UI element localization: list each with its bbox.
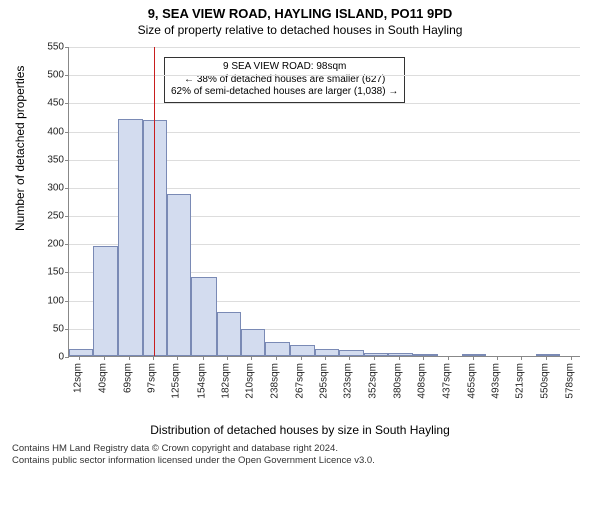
y-tick-label: 450 [10,98,64,109]
x-tick-label: 578sqm [564,363,575,399]
y-tick-label: 550 [10,42,64,53]
annotation-line: 62% of semi-detached houses are larger (… [171,86,398,99]
y-tick-label: 500 [10,70,64,81]
y-tick-label: 200 [10,239,64,250]
histogram-bar [265,342,290,356]
x-tick-label: 493sqm [490,363,501,399]
y-tick-label: 400 [10,126,64,137]
histogram-bar [167,194,191,356]
y-tick-label: 350 [10,154,64,165]
histogram-bar [69,349,93,356]
x-tick-label: 380sqm [392,363,403,399]
x-tick-label: 352sqm [368,363,379,399]
x-tick-label: 295sqm [319,363,330,399]
x-tick-label: 182sqm [220,363,231,399]
x-tick-label: 125sqm [171,363,182,399]
chart-title-main: 9, SEA VIEW ROAD, HAYLING ISLAND, PO11 9… [0,6,600,21]
histogram-bar [364,353,388,356]
x-tick-label: 69sqm [122,363,133,393]
histogram-bar [536,354,560,356]
histogram-bar [462,354,486,356]
property-marker-line [154,47,155,356]
marker-annotation: 9 SEA VIEW ROAD: 98sqm← 38% of detached … [164,57,405,103]
gridline [69,47,580,48]
gridline [69,75,580,76]
x-tick-label: 521sqm [515,363,526,399]
x-tick-label: 154sqm [196,363,207,399]
credits: Contains HM Land Registry data © Crown c… [12,443,588,468]
histogram-bar [290,345,314,356]
x-tick-label: 267sqm [294,363,305,399]
annotation-line: 9 SEA VIEW ROAD: 98sqm [171,61,398,74]
x-tick-label: 437sqm [442,363,453,399]
x-tick-label: 323sqm [343,363,354,399]
x-tick-label: 238sqm [269,363,280,399]
y-tick-label: 100 [10,295,64,306]
y-tick-label: 50 [10,323,64,334]
y-axis-label: Number of detached properties [13,66,27,231]
x-tick-label: 210sqm [245,363,256,399]
x-tick-label: 40sqm [97,363,108,393]
chart-container: Number of detached properties 0 50 100 150 2… [10,41,590,421]
x-tick-label: 550sqm [540,363,551,399]
gridline [69,103,580,104]
histogram-bar [93,246,117,356]
x-axis-label: Distribution of detached houses by size … [0,423,600,437]
x-tick-label: 408sqm [417,363,428,399]
histogram-bar [413,354,438,356]
histogram-bar [118,119,143,356]
chart-title-sub: Size of property relative to detached ho… [0,23,600,37]
credits-line-1: Contains HM Land Registry data © Crown c… [12,443,588,455]
y-tick-label: 300 [10,182,64,193]
histogram-bar [339,350,364,356]
histogram-bar [191,277,216,356]
histogram-bar [217,312,241,356]
histogram-bar [388,353,412,356]
histogram-bar [315,349,339,356]
histogram-bar [241,329,265,356]
x-tick-label: 465sqm [466,363,477,399]
plot-area: 9 SEA VIEW ROAD: 98sqm← 38% of detached … [68,47,580,357]
y-tick-label: 250 [10,211,64,222]
y-tick-label: 150 [10,267,64,278]
credits-line-2: Contains public sector information licen… [12,455,588,467]
x-tick-label: 97sqm [147,363,158,393]
y-tick-label: 0 [10,352,64,363]
x-tick-label: 12sqm [73,363,84,393]
